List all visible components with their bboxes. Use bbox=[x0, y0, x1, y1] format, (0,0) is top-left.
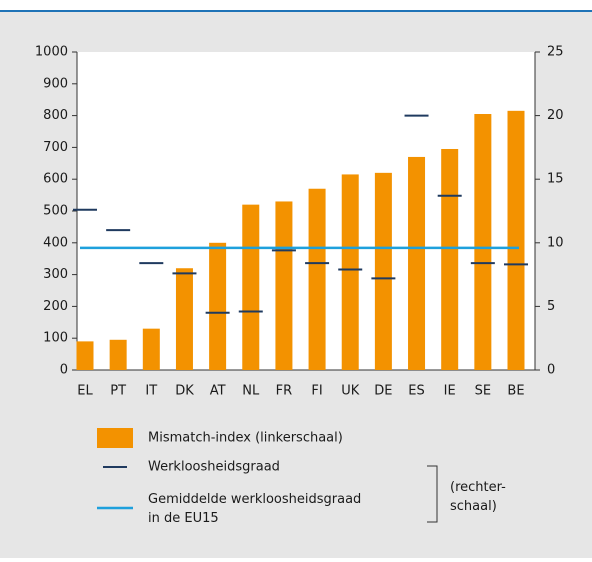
legend-label: Mismatch-index (linkerschaal) bbox=[148, 431, 343, 446]
bar bbox=[242, 204, 260, 370]
y2-tick-label: 25 bbox=[547, 45, 564, 60]
legend-swatch bbox=[97, 428, 133, 448]
y-tick-label: 200 bbox=[43, 299, 68, 314]
x-tick-label: DK bbox=[175, 384, 194, 399]
y-tick-label: 700 bbox=[43, 140, 68, 155]
x-tick-label: BE bbox=[507, 384, 524, 399]
bar bbox=[175, 268, 193, 370]
x-tick-label: NL bbox=[242, 384, 260, 399]
x-tick-label: IE bbox=[444, 384, 456, 399]
y2-tick-label: 10 bbox=[547, 235, 564, 250]
x-tick-label: FI bbox=[311, 384, 322, 399]
x-tick-label: DE bbox=[374, 384, 392, 399]
bar bbox=[109, 339, 127, 370]
bar bbox=[507, 110, 525, 370]
legend-label: Gemiddelde werkloosheidsgraad in de EU15 bbox=[148, 492, 361, 526]
x-tick-label: EL bbox=[77, 384, 93, 399]
y-tick-label: 900 bbox=[43, 76, 68, 91]
y2-tick-label: 5 bbox=[547, 299, 555, 314]
y-tick-label: 300 bbox=[43, 267, 68, 282]
bar bbox=[142, 328, 160, 370]
x-tick-label: IT bbox=[145, 384, 157, 399]
bar bbox=[474, 114, 492, 370]
x-tick-label: FR bbox=[276, 384, 293, 399]
x-tick-label: SE bbox=[475, 384, 491, 399]
plot-area bbox=[77, 52, 535, 370]
x-tick-label: AT bbox=[210, 384, 226, 399]
bar bbox=[341, 174, 359, 370]
y2-tick-label: 20 bbox=[547, 108, 564, 123]
bar bbox=[76, 341, 94, 370]
bar bbox=[408, 156, 426, 370]
bar bbox=[374, 172, 392, 370]
y-tick-label: 400 bbox=[43, 235, 68, 250]
y2-tick-label: 15 bbox=[547, 172, 564, 187]
y2-tick-label: 0 bbox=[547, 363, 555, 378]
y-tick-label: 500 bbox=[43, 204, 68, 219]
top-band bbox=[0, 0, 592, 11]
legend-bracket bbox=[427, 465, 438, 523]
bar bbox=[209, 242, 227, 370]
x-tick-label: PT bbox=[110, 384, 126, 399]
bar bbox=[308, 188, 326, 370]
x-tick-label: ES bbox=[408, 384, 424, 399]
legend-label: Werkloosheidsgraad bbox=[148, 460, 280, 475]
y-tick-label: 1000 bbox=[35, 45, 68, 60]
y-tick-label: 100 bbox=[43, 331, 68, 346]
x-tick-label: UK bbox=[341, 384, 360, 399]
y-tick-label: 0 bbox=[60, 363, 68, 378]
y-tick-label: 600 bbox=[43, 172, 68, 187]
y-tick-label: 800 bbox=[43, 108, 68, 123]
bar bbox=[441, 148, 459, 370]
bar bbox=[275, 201, 293, 370]
legend-bracket-label: (rechter-schaal) bbox=[450, 480, 506, 514]
